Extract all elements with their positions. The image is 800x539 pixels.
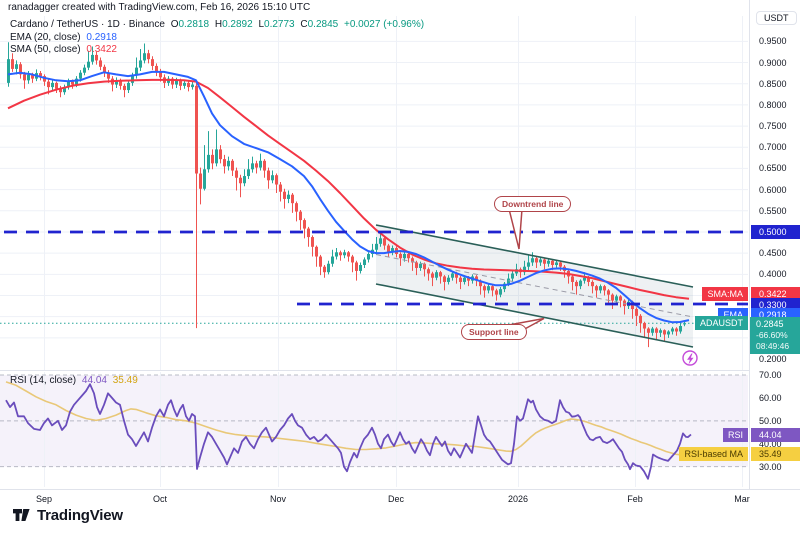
downtrend-line-callout[interactable]: Downtrend line <box>494 196 572 212</box>
downtrend-trendline[interactable] <box>375 224 694 288</box>
currency-label[interactable]: USDT <box>756 11 797 25</box>
rsi-tick-label: 40.00 <box>759 438 782 449</box>
time-tick-label: Dec <box>387 494 405 504</box>
price-tick-label: 0.4000 <box>759 269 787 280</box>
axis-value-badge: 44.04 <box>751 427 800 442</box>
ohlc-high-value: 0.2892 <box>222 19 253 30</box>
symbol-badge-label: ADAUSDT <box>694 316 748 330</box>
ema-20-line[interactable] <box>7 70 690 324</box>
ohlc-low-value: 0.2773 <box>264 19 295 30</box>
sma-legend-row[interactable]: SMA (50, close) 0.3422 <box>10 44 120 55</box>
channel-fill <box>376 224 693 347</box>
price-tick-label: 0.9500 <box>759 36 787 47</box>
price-tick-label: 0.6000 <box>759 184 787 195</box>
time-tick-label: Sep <box>35 494 53 504</box>
ohlc-close-value: 0.2845 <box>307 19 339 30</box>
symbol-legend-row[interactable]: Cardano / TetherUS · 1D · Binance O0.281… <box>10 19 427 30</box>
tradingview-logo-text: TradingView <box>37 507 123 524</box>
axis-badge-label: RSI-based MA <box>679 447 748 461</box>
rsi-tick-label: 60.00 <box>759 392 782 403</box>
change-value: +0.0027 (+0.96%) <box>344 19 425 30</box>
rsi-ma-value: 35.49 <box>112 375 138 386</box>
support-line-callout[interactable]: Support line <box>461 324 527 340</box>
ohlc-high-label: H <box>214 19 223 30</box>
sma-value: 0.3422 <box>86 44 117 55</box>
rsi-tick-label: 30.00 <box>759 461 782 472</box>
price-tick-label: 0.6500 <box>759 163 787 174</box>
price-tick-label: 0.2000 <box>759 354 787 365</box>
axis-badge-label: RSI <box>722 427 748 442</box>
rsi-line[interactable] <box>5 383 692 480</box>
sma-50-line[interactable] <box>7 78 690 300</box>
price-tick-label: 0.9000 <box>759 57 787 68</box>
time-tick-label: Mar <box>734 494 750 504</box>
time-tick-label: Feb <box>627 494 643 504</box>
sma-name: SMA (50, close) <box>10 44 81 55</box>
price-tick-label: 0.8000 <box>759 99 787 110</box>
ema-legend-row[interactable]: EMA (20, close) 0.2918 <box>10 32 120 43</box>
rsi-name: RSI (14, close) <box>10 375 77 386</box>
axis-value-badge: 35.49 <box>751 447 800 461</box>
ohlc-close-label: C <box>300 19 308 30</box>
rsi-ma-line[interactable] <box>5 381 692 456</box>
ohlc-low-label: L <box>258 19 265 30</box>
axis-badge-label: SMA:MA <box>702 287 748 301</box>
ema-value: 0.2918 <box>86 31 117 43</box>
axis-value-badge: 0.5000 <box>751 225 800 239</box>
price-axis[interactable]: USDT 0.9500 0.9000 0.8500 0.8000 0.7500 0.700… <box>749 0 800 505</box>
price-tick-label: 0.7000 <box>759 142 787 153</box>
time-axis[interactable]: Sep Oct Nov Dec 2026 Feb Mar <box>0 489 800 507</box>
attribution-text: ranadagger created with TradingView.com,… <box>8 2 311 13</box>
time-tick-label: Oct <box>152 494 168 504</box>
symbol-title: Cardano / TetherUS · 1D · Binance <box>10 19 165 30</box>
tradingview-logo[interactable]: TradingView <box>13 507 123 524</box>
rsi-tick-label: 70.00 <box>759 370 782 380</box>
last-price-badge: 0.2845 -66.60% 08:49:46 <box>750 317 800 354</box>
rsi-tick-label: 50.00 <box>759 415 782 426</box>
price-tick-label: 0.5500 <box>759 205 787 216</box>
price-tick-label: 0.4500 <box>759 248 787 259</box>
support-trendline[interactable] <box>375 283 694 348</box>
price-tick-label: 0.8500 <box>759 78 787 89</box>
time-tick-label: Nov <box>269 494 287 504</box>
last-price-percent: -66.60% <box>756 330 788 340</box>
last-price-value: 0.2845 <box>756 319 784 329</box>
ema-name: EMA (20, close) <box>10 31 81 43</box>
rsi-value: 44.04 <box>81 375 107 386</box>
bar-countdown: 08:49:46 <box>756 341 790 351</box>
ohlc-open-value: 0.2818 <box>178 19 210 30</box>
time-tick-label: 2026 <box>507 494 529 504</box>
downtrend-callout-tail <box>508 208 523 250</box>
rsi-legend-row[interactable]: RSI (14, close) 44.04 35.49 <box>10 375 141 386</box>
ohlc-open-label: O <box>170 19 179 30</box>
price-tick-label: 0.7500 <box>759 121 787 132</box>
tradingview-logo-icon <box>13 509 30 521</box>
